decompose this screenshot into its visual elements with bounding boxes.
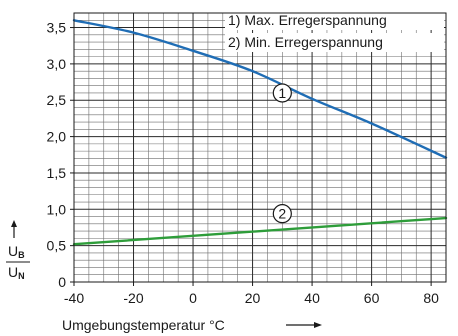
- grid-minor: [74, 12, 447, 282]
- x-tick-label: 40: [304, 290, 320, 306]
- y-label-numerator: UB: [8, 243, 25, 260]
- legend-entry: 1) Max. Erregerspannung: [228, 12, 387, 28]
- series-markers: 12: [272, 83, 292, 224]
- plot-frame: [73, 12, 447, 283]
- y-tick-label: 1,0: [47, 201, 67, 217]
- y-tick-label: 3,5: [47, 20, 67, 36]
- x-tick-label: 80: [423, 290, 439, 306]
- x-tick-label: -40: [64, 290, 84, 306]
- series-marker-circle: [272, 204, 292, 224]
- x-tick-label: -20: [123, 290, 143, 306]
- series-layer: [72, 19, 448, 246]
- y-tick-label: 0,5: [47, 238, 67, 254]
- series-line-2: [72, 216, 448, 246]
- y-label-denominator: UN: [8, 264, 25, 281]
- legend-background: [225, 33, 444, 52]
- y-axis-label: UB UN: [6, 220, 30, 281]
- grid-major: [73, 13, 446, 283]
- y-tick-label: 1,5: [47, 165, 67, 181]
- series-marker-circle: [272, 83, 292, 103]
- y-tick-label: 2,0: [47, 129, 67, 145]
- x-tick-label: 60: [364, 290, 380, 306]
- x-axis-label-group: Umgebungstemperatur °C: [62, 317, 322, 333]
- series-line-1: [72, 19, 448, 159]
- y-tick-label: 2,5: [47, 92, 67, 108]
- series-marker-label: 1: [278, 85, 286, 101]
- x-axis-label: Umgebungstemperatur °C: [62, 317, 225, 333]
- x-tick-label: 0: [189, 290, 197, 306]
- x-axis-arrowhead-icon: [314, 322, 322, 328]
- x-tick-label: 20: [245, 290, 261, 306]
- legend-entry: 2) Min. Erregerspannung: [228, 34, 383, 50]
- series-marker-label: 2: [278, 206, 286, 222]
- legend: 1) Max. Erregerspannung 2) Min. Erregersp…: [225, 11, 444, 52]
- axis-ticks: -40 -20 0 20 40 60 80 0 0,5 1,0 1,5 2,0 2,5 3,0 3,5: [47, 20, 440, 306]
- y-tick-label: 0: [58, 274, 66, 290]
- legend-background: [225, 11, 444, 30]
- y-tick-label: 3,0: [47, 56, 67, 72]
- y-axis-arrowhead-icon: [11, 220, 17, 227]
